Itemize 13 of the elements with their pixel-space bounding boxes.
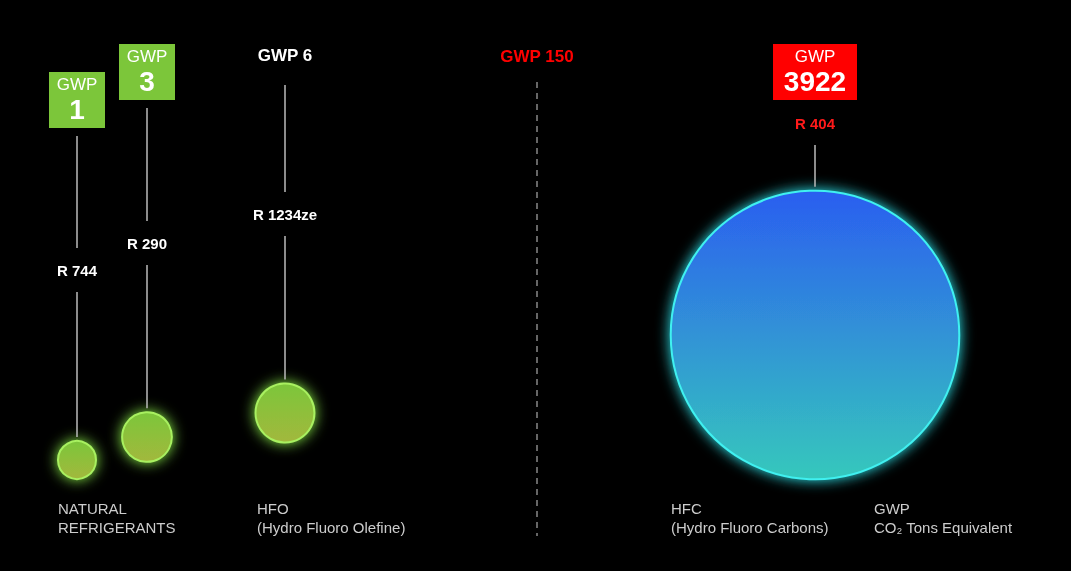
text: HFC (Hydro Fluoro Carbons) — [671, 500, 829, 536]
text: GWP 150 — [500, 46, 574, 66]
data-label: GWP 3922 — [783, 47, 847, 97]
category-label: R 744 — [56, 261, 98, 279]
text: NATURAL REFRIGERANTS — [58, 500, 176, 536]
text: HFO (Hydro Fluoro Olefine) — [257, 500, 406, 536]
text: GWP CO₂ Tons Equivalent — [874, 500, 1013, 536]
data-label: GWP 3 — [126, 47, 168, 97]
data-label: GWP 1 — [56, 75, 98, 125]
data-label: GWP 6 — [257, 45, 313, 65]
category-label: R 290 — [126, 234, 168, 252]
category-label: R 404 — [794, 114, 836, 132]
category-label: R 1234ze — [252, 205, 318, 223]
